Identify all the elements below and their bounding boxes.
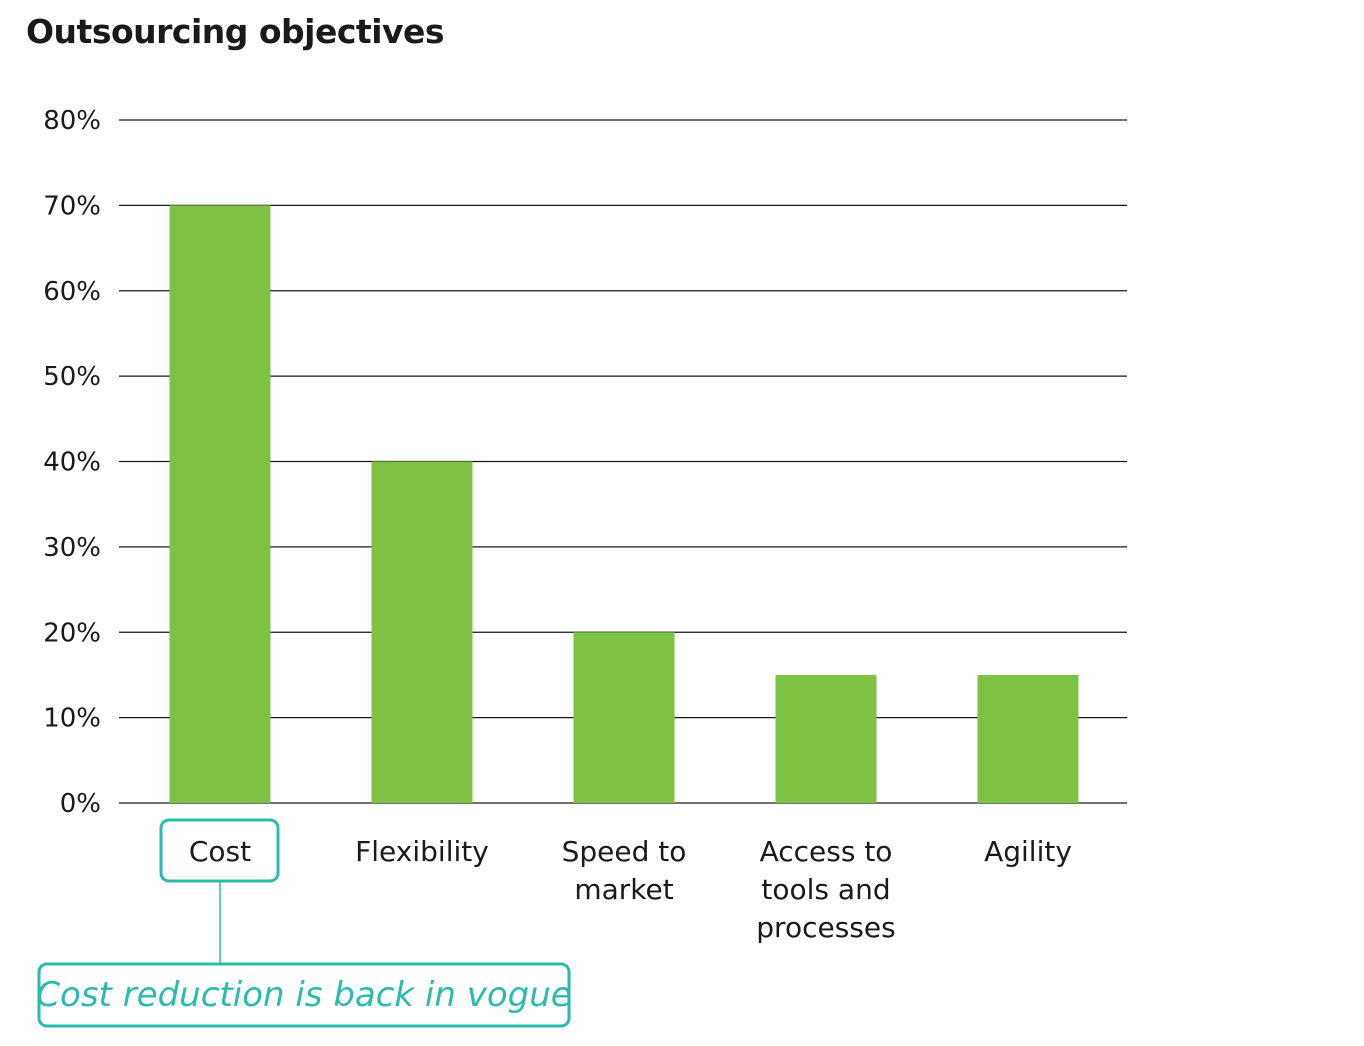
y-tick-label: 10% [43,704,101,734]
x-category-label: Access to tools and processes [756,835,895,944]
x-category-label: Speed to market [562,835,687,906]
annotation-text: Cost reduction is back in vogue [36,975,571,1015]
bar [775,674,877,803]
y-axis-ticks: 0% 10% 20% 30% 40% 50% 60% 70% 80% [43,106,101,819]
y-tick-label: 40% [43,448,101,478]
annotation: Cost reduction is back in vogue [36,818,572,1028]
bar [573,632,675,803]
y-tick-label: 20% [43,618,101,648]
y-tick-label: 70% [43,191,101,221]
y-tick-label: 60% [43,277,101,307]
x-category-label: Cost [189,835,251,868]
y-tick-label: 50% [43,362,101,392]
x-category-label: Flexibility [355,835,489,868]
bars [169,205,1079,803]
chart-title: Outsourcing objectives [26,12,445,51]
x-category-label: Agility [984,835,1072,868]
y-tick-label: 0% [60,789,101,819]
bar [977,674,1079,803]
bar [169,205,271,803]
annotation-box [37,962,571,1028]
x-axis-categories: Cost Flexibility Speed to market Access to to… [189,835,1072,944]
y-tick-label: 80% [43,106,101,136]
bar [371,461,473,803]
y-tick-label: 30% [43,533,101,563]
